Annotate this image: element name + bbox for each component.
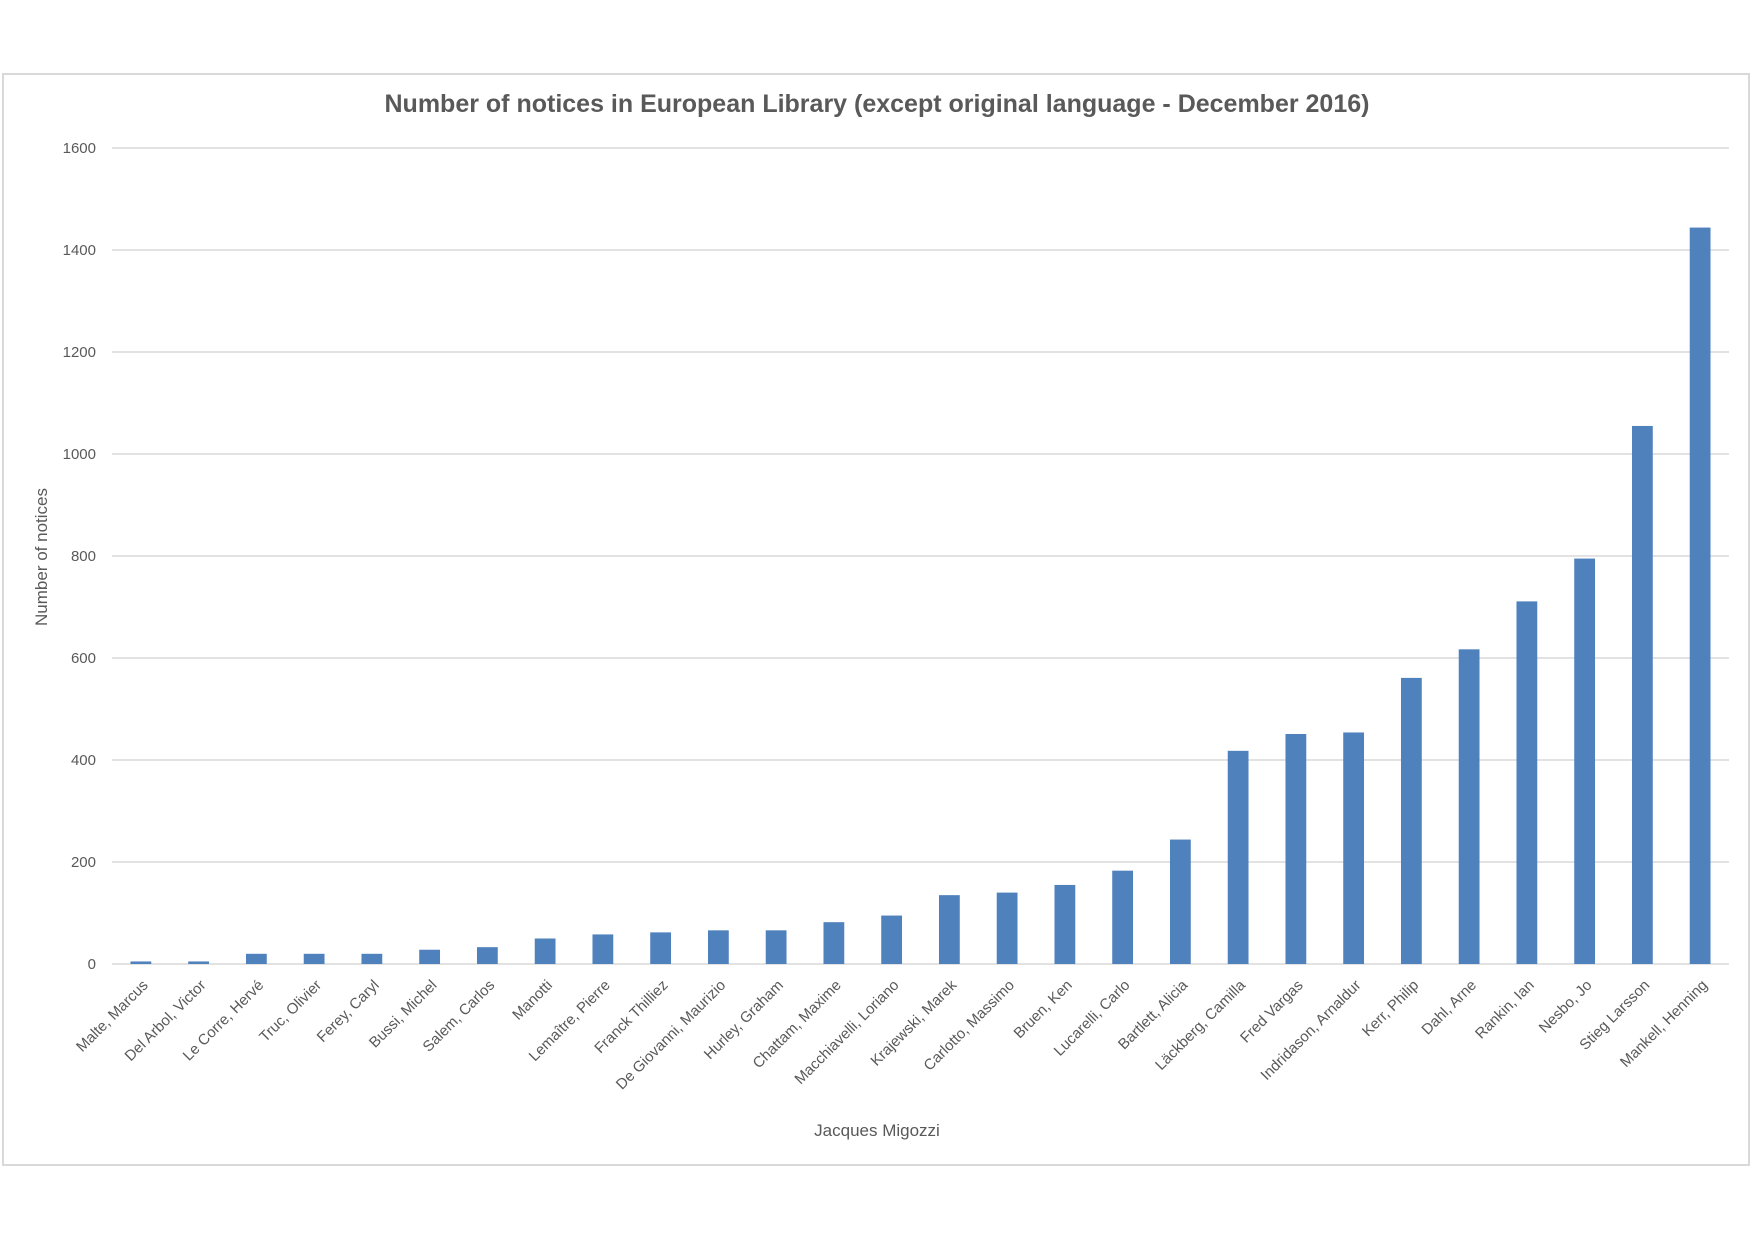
x-tick-label: Kerr, Philip [1359,977,1422,1040]
bar [650,932,672,964]
bar [592,934,614,964]
bar [1574,558,1596,964]
bar [534,938,556,964]
y-tick-label: 1600 [63,140,96,157]
y-tick-label: 800 [71,548,96,565]
bar [996,892,1018,964]
y-tick-label: 600 [71,650,96,667]
bar [707,930,729,964]
bar [130,961,152,964]
bar [1400,677,1422,964]
y-tick-label: 200 [71,854,96,871]
y-tick-label: 400 [71,752,96,769]
bar [765,930,787,964]
bar [361,953,383,964]
bar [476,947,498,964]
x-tick-label: Dahl, Arne [1418,977,1480,1039]
bar [419,949,441,964]
chart-title: Number of notices in European Library (e… [384,90,1370,118]
y-tick-label: 1000 [63,446,96,463]
bar [188,961,210,964]
x-axis-label: Jacques Migozzi [814,1121,940,1140]
bar [823,922,845,964]
bar [1112,870,1134,964]
bar [303,953,325,964]
x-tick-label: Nesbo, Jo [1536,977,1596,1037]
bar [1227,750,1249,964]
bar [245,953,267,964]
y-tick-label: 1400 [63,242,96,259]
bar [1689,227,1711,964]
y-tick-label: 1200 [63,344,96,361]
x-tick-label: Manotti [509,977,556,1024]
bar [881,915,903,964]
y-tick-label: 0 [88,956,96,973]
x-tick-label: Macchiavelli, Loriano [791,977,902,1088]
bar [1458,649,1480,964]
x-tick-label: Rankin, Ian [1472,977,1538,1043]
bar [1343,732,1365,964]
bar [938,895,960,964]
bar [1054,884,1076,964]
x-tick-label: Indridason, Arnaldur [1257,977,1364,1084]
bar [1516,601,1538,964]
bar [1631,425,1653,964]
bar [1169,839,1191,964]
bar [1285,733,1307,964]
chart-area [2,73,1750,1166]
x-tick-label: De Giovanni, Maurizio [613,977,729,1093]
